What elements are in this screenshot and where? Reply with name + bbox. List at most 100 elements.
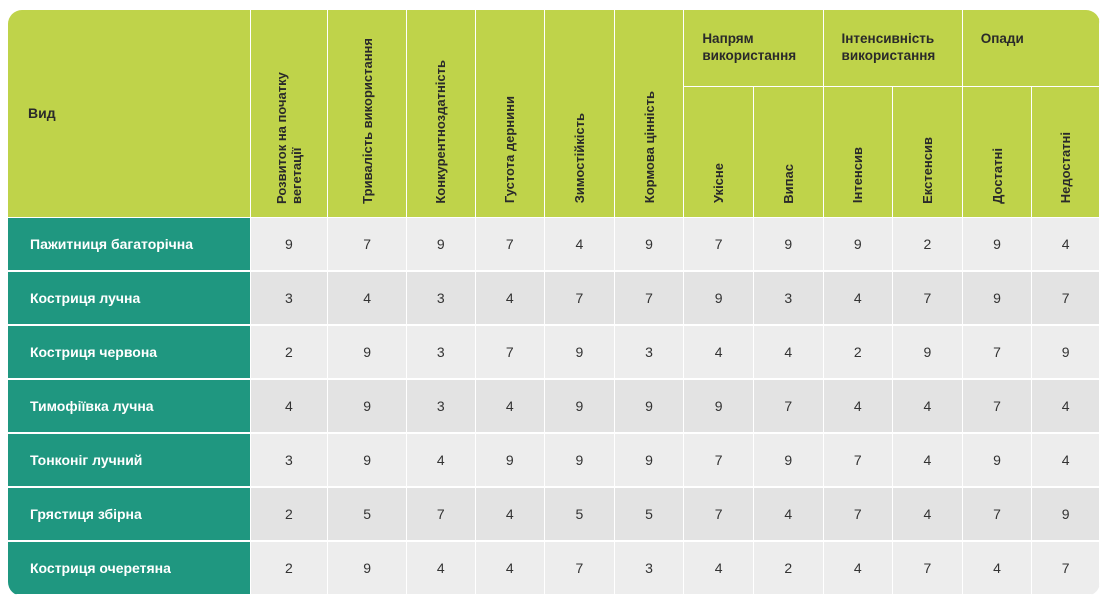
species-name-cell: Тонконіг лучний xyxy=(8,433,251,488)
value-cell: 9 xyxy=(753,433,824,488)
value-cell: 7 xyxy=(962,325,1033,380)
table-row: Грястиця збірна 2 5 7 4 5 5 7 4 7 4 7 9 xyxy=(8,487,1100,542)
value-cell: 7 xyxy=(683,487,754,542)
value-cell: 4 xyxy=(475,541,546,596)
value-cell: 9 xyxy=(544,433,615,488)
value-cell: 9 xyxy=(962,433,1033,488)
value-cell: 9 xyxy=(683,379,754,434)
value-cell: 4 xyxy=(406,541,476,596)
header-vid: Вид xyxy=(8,10,251,218)
value-cell: 4 xyxy=(892,433,963,488)
species-comparison-table: Вид Розвиток на початку вегетації Тривал… xyxy=(8,10,1100,596)
value-cell: 4 xyxy=(823,541,894,596)
value-cell: 7 xyxy=(327,217,407,272)
table-row: Костриця очеретяна 2 9 4 4 7 3 4 2 4 7 4 7 xyxy=(8,541,1100,596)
value-cell: 9 xyxy=(544,325,615,380)
header-group-2: Інтенсивність використання xyxy=(823,10,963,87)
value-cell: 4 xyxy=(475,487,546,542)
value-cell: 7 xyxy=(892,541,963,596)
value-cell: 2 xyxy=(250,541,329,596)
table-row: Тимофіївка лучна 4 9 3 4 9 9 9 7 4 4 7 4 xyxy=(8,379,1100,434)
value-cell: 4 xyxy=(823,379,894,434)
value-cell: 5 xyxy=(544,487,615,542)
value-cell: 7 xyxy=(753,379,824,434)
species-name-cell: Грястиця збірна xyxy=(8,487,251,542)
value-cell: 5 xyxy=(327,487,407,542)
table-row: Костриця червона 2 9 3 7 9 3 4 4 2 9 7 9 xyxy=(8,325,1100,380)
value-cell: 3 xyxy=(406,379,476,434)
species-name-cell: Пажитниця багаторічна xyxy=(8,217,251,272)
value-cell: 7 xyxy=(892,271,963,326)
value-cell: 3 xyxy=(406,325,476,380)
value-cell: 2 xyxy=(823,325,894,380)
value-cell: 9 xyxy=(475,433,546,488)
value-cell: 4 xyxy=(544,217,615,272)
value-cell: 3 xyxy=(406,271,476,326)
value-cell: 9 xyxy=(406,217,476,272)
value-cell: 4 xyxy=(1031,433,1100,488)
header-sub-1: Укісне xyxy=(683,86,754,218)
value-cell: 7 xyxy=(683,217,754,272)
value-cell: 7 xyxy=(823,433,894,488)
value-cell: 9 xyxy=(327,379,407,434)
value-cell: 2 xyxy=(753,541,824,596)
value-cell: 3 xyxy=(614,325,685,380)
value-cell: 9 xyxy=(823,217,894,272)
value-cell: 9 xyxy=(753,217,824,272)
header-col-6: Кормова цінність xyxy=(614,10,685,218)
value-cell: 7 xyxy=(544,541,615,596)
value-cell: 9 xyxy=(614,379,685,434)
species-name-cell: Тимофіївка лучна xyxy=(8,379,251,434)
value-cell: 4 xyxy=(406,433,476,488)
value-cell: 7 xyxy=(962,487,1033,542)
value-cell: 4 xyxy=(1031,217,1100,272)
value-cell: 7 xyxy=(1031,271,1100,326)
header-col-2: Тривалість використання xyxy=(327,10,407,218)
header-sub-4: Екстенсив xyxy=(892,86,963,218)
value-cell: 7 xyxy=(614,271,685,326)
header-group-1: Напрям використання xyxy=(683,10,824,87)
value-cell: 4 xyxy=(753,325,824,380)
header-col-4: Густота дернини xyxy=(475,10,546,218)
table-row: Тонконіг лучний 3 9 4 9 9 9 7 9 7 4 9 4 xyxy=(8,433,1100,488)
value-cell: 7 xyxy=(475,217,546,272)
value-cell: 9 xyxy=(327,541,407,596)
table-row: Пажитниця багаторічна 9 7 9 7 4 9 7 9 9 2 9 4 xyxy=(8,217,1100,272)
header-sub-3: Інтенсив xyxy=(823,86,894,218)
value-cell: 4 xyxy=(962,541,1033,596)
value-cell: 4 xyxy=(475,379,546,434)
value-cell: 9 xyxy=(892,325,963,380)
value-cell: 7 xyxy=(683,433,754,488)
header-group-3: Опади xyxy=(962,10,1100,87)
value-cell: 4 xyxy=(1031,379,1100,434)
value-cell: 3 xyxy=(753,271,824,326)
value-cell: 9 xyxy=(962,271,1033,326)
value-cell: 4 xyxy=(823,271,894,326)
value-cell: 9 xyxy=(1031,325,1100,380)
value-cell: 4 xyxy=(892,487,963,542)
value-cell: 5 xyxy=(614,487,685,542)
value-cell: 9 xyxy=(250,217,329,272)
header-col-5: Зимостійкість xyxy=(544,10,615,218)
value-cell: 2 xyxy=(250,487,329,542)
value-cell: 4 xyxy=(683,541,754,596)
value-cell: 4 xyxy=(327,271,407,326)
value-cell: 9 xyxy=(614,217,685,272)
header-sub-5: Достатні xyxy=(962,86,1033,218)
header-col-1: Розвиток на початку вегетації xyxy=(250,10,329,218)
value-cell: 3 xyxy=(614,541,685,596)
value-cell: 4 xyxy=(250,379,329,434)
value-cell: 9 xyxy=(544,379,615,434)
value-cell: 7 xyxy=(406,487,476,542)
table-container: Вид Розвиток на початку вегетації Тривал… xyxy=(8,10,1100,596)
header-sub-6: Недостатні xyxy=(1031,86,1100,218)
value-cell: 3 xyxy=(250,271,329,326)
value-cell: 7 xyxy=(1031,541,1100,596)
value-cell: 9 xyxy=(1031,487,1100,542)
species-name-cell: Костриця лучна xyxy=(8,271,251,326)
value-cell: 7 xyxy=(475,325,546,380)
header-col-3: Конкурентноздатність xyxy=(406,10,476,218)
value-cell: 7 xyxy=(544,271,615,326)
value-cell: 9 xyxy=(962,217,1033,272)
value-cell: 3 xyxy=(250,433,329,488)
